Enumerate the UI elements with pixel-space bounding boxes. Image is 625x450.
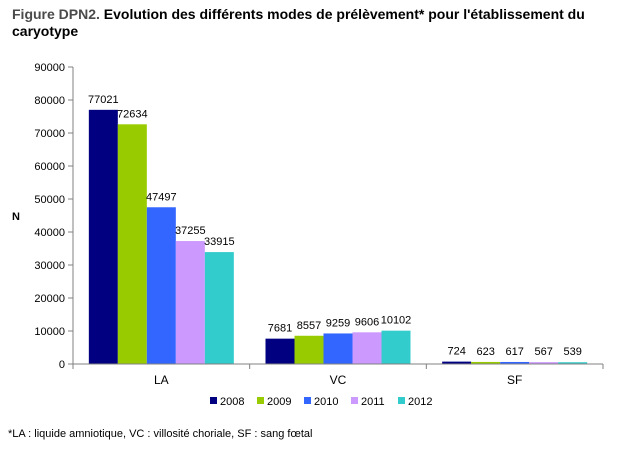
bar: [352, 332, 382, 364]
legend-label: 2010: [314, 396, 338, 408]
bar: [381, 330, 411, 364]
x-category-label: SF: [507, 373, 522, 387]
bar: [471, 361, 501, 364]
legend-label: 2011: [361, 396, 385, 408]
y-axis-label: N: [12, 211, 20, 223]
bar: [117, 124, 147, 364]
data-label: 33915: [204, 236, 235, 248]
y-tick-label: 80000: [34, 95, 65, 107]
bar: [323, 333, 353, 364]
legend-swatch: [210, 397, 217, 404]
x-category-label: VC: [330, 373, 347, 387]
data-label: 539: [563, 346, 581, 358]
y-tick-label: 50000: [34, 194, 65, 206]
bar: [88, 109, 118, 365]
y-tick-label: 0: [59, 359, 65, 371]
y-tick-label: 30000: [34, 260, 65, 272]
data-label: 7681: [268, 323, 292, 335]
legend-label: 2012: [408, 396, 432, 408]
legend-swatch: [257, 397, 264, 404]
y-tick-label: 20000: [34, 293, 65, 305]
chart-title: Figure DPN2. Evolution des différents mo…: [12, 6, 612, 40]
y-tick-label: 70000: [34, 128, 65, 140]
bar: [204, 252, 234, 364]
bar: [529, 362, 559, 364]
data-label: 8557: [297, 320, 321, 332]
bar: [146, 207, 176, 364]
bar: [442, 361, 472, 364]
data-label: 10102: [381, 315, 412, 327]
data-label: 567: [534, 346, 552, 358]
y-axis: 0 10000 20000 30000 40000 50000 60000 70000 8000…: [12, 62, 74, 371]
legend-swatch: [304, 397, 311, 404]
legend: 2008 2009 2010 2011 2012: [210, 396, 432, 408]
data-label: 47497: [146, 191, 177, 203]
figure-number: Figure DPN2.: [12, 6, 100, 22]
data-label: 72634: [117, 108, 148, 120]
footnote: *LA : liquide amniotique, VC : villosité…: [8, 428, 313, 440]
legend-label: 2009: [267, 396, 291, 408]
legend-label: 2008: [220, 396, 244, 408]
bar: [500, 361, 530, 364]
data-label: 623: [476, 346, 494, 358]
data-label: 9259: [326, 317, 350, 329]
y-tick-label: 40000: [34, 227, 65, 239]
data-label: 9606: [355, 316, 379, 328]
y-tick-label: 60000: [34, 161, 65, 173]
bar: [265, 338, 295, 364]
data-label: 37255: [175, 225, 206, 237]
bar: [175, 241, 205, 364]
bar: [558, 362, 588, 364]
data-label: 617: [505, 346, 523, 358]
figure-title: Evolution des différents modes de prélèv…: [12, 6, 585, 39]
x-axis: LA VC SF: [72, 363, 604, 387]
y-tick-label: 10000: [34, 326, 65, 338]
data-label: 77021: [88, 94, 119, 106]
legend-swatch: [351, 397, 358, 404]
bar: [294, 335, 324, 364]
data-label: 724: [447, 346, 465, 358]
legend-swatch: [398, 397, 405, 404]
y-tick-label: 90000: [34, 62, 65, 74]
x-category-label: LA: [154, 373, 169, 387]
